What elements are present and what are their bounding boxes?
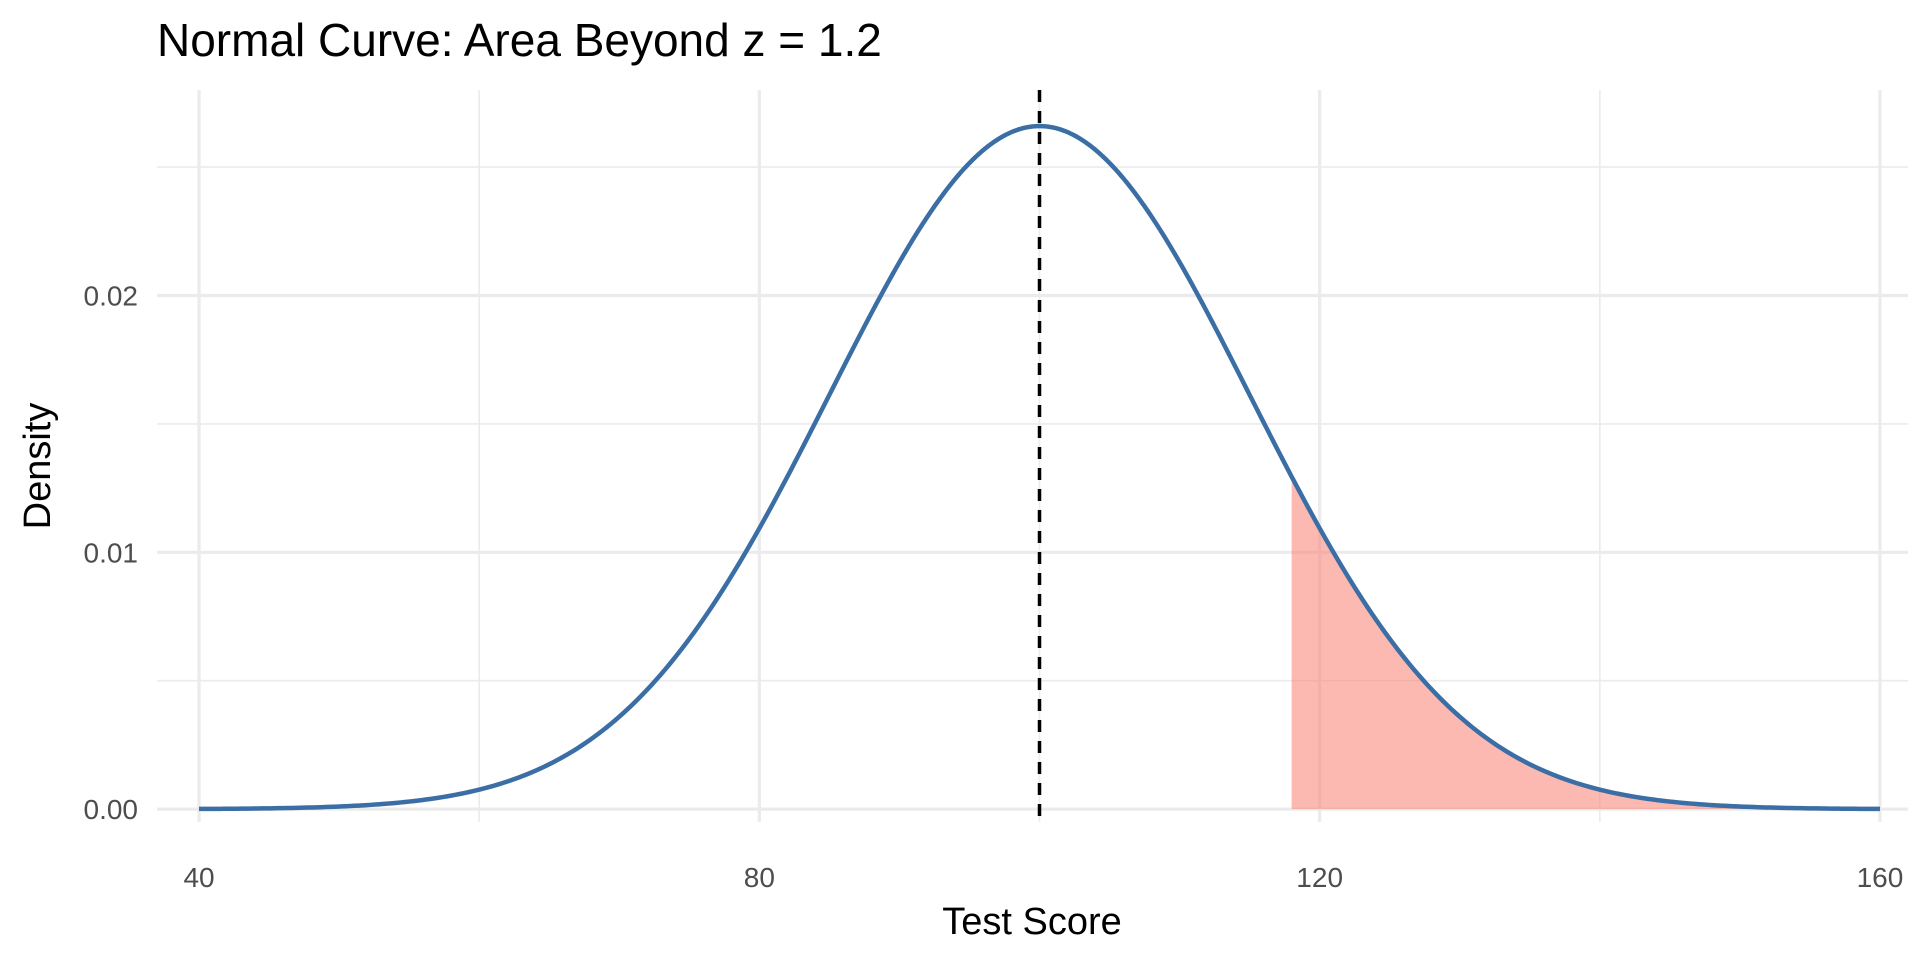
density-curve-group [199, 123, 1880, 812]
x-tick-label: 160 [1857, 862, 1904, 893]
y-tick-label: 0.02 [84, 280, 139, 311]
tick-labels: 40 80 120 160 0.00 0.01 0.02 [84, 280, 1904, 893]
y-axis-title: Density [17, 403, 59, 530]
x-tick-label: 40 [183, 862, 214, 893]
shaded-tail-area [1291, 476, 1880, 810]
x-tick-label: 80 [744, 862, 775, 893]
chart-title: Normal Curve: Area Beyond z = 1.2 [157, 14, 882, 66]
y-tick-label: 0.00 [84, 794, 139, 825]
density-curve [199, 123, 1880, 812]
x-tick-label: 120 [1296, 862, 1343, 893]
shaded-area [1291, 476, 1880, 810]
y-tick-label: 0.01 [84, 537, 139, 568]
x-axis-title: Test Score [942, 901, 1122, 943]
gridlines [157, 90, 1908, 822]
